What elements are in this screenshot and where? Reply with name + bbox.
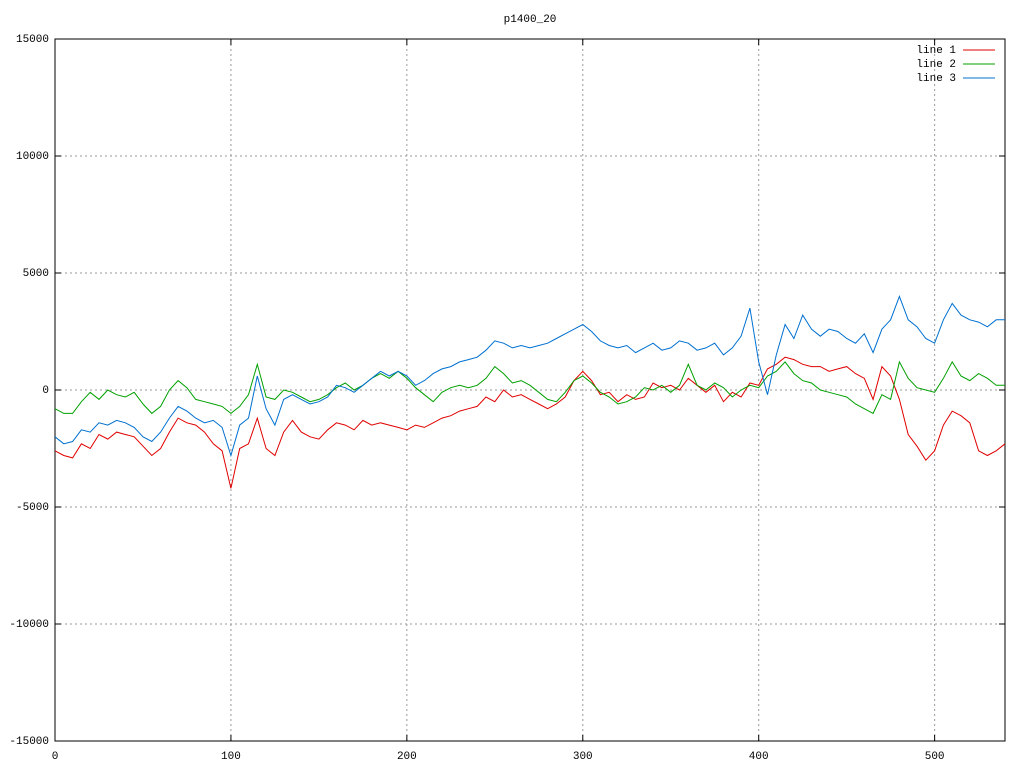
line-series <box>54 294 1005 458</box>
x-tick-label: 300 <box>573 751 593 763</box>
plot-border <box>54 38 1006 742</box>
y-tick-label: 10000 <box>16 151 49 163</box>
line-series <box>54 356 1006 489</box>
chart-title: p1400_20 <box>504 14 557 26</box>
y-tick-label: 15000 <box>16 34 49 46</box>
legend-label: line 2 <box>916 59 956 71</box>
line-series <box>54 360 1005 415</box>
x-tick-label: 200 <box>397 751 417 763</box>
y-tick-label: -10000 <box>9 619 49 631</box>
y-tick-label: 0 <box>42 385 49 397</box>
x-tick-label: 500 <box>925 751 945 763</box>
y-tick-label: -5000 <box>16 502 49 514</box>
x-tick-label: 400 <box>749 751 769 763</box>
legend-label: line 1 <box>916 45 956 57</box>
legend-label: line 3 <box>916 73 956 85</box>
x-tick-label: 0 <box>52 751 59 763</box>
x-tick-label: 100 <box>221 751 241 763</box>
y-tick-label: -15000 <box>9 736 49 748</box>
y-tick-label: 5000 <box>23 268 49 280</box>
